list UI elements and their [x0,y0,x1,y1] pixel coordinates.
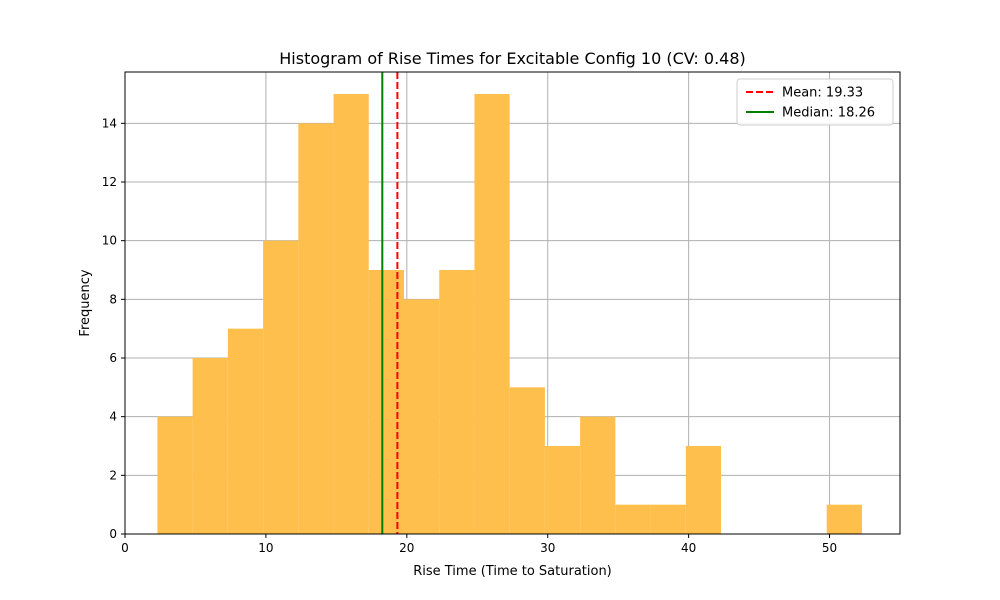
x-tick-label: 50 [822,541,837,555]
histogram-bar [439,270,475,534]
histogram-bar [685,446,722,534]
x-tick-label: 40 [681,541,696,555]
y-tick-label: 14 [102,116,117,130]
y-tick-label: 10 [102,234,117,248]
histogram-bar [826,504,862,534]
y-tick-label: 2 [109,468,117,482]
histogram-bar [544,446,581,534]
x-tick-label: 20 [399,541,414,555]
histogram-bar [650,504,686,534]
histogram-bar [227,328,264,534]
histogram-bars [157,94,862,534]
x-tick-label: 10 [258,541,273,555]
reference-lines [381,72,399,534]
y-tick-label: 12 [102,175,117,189]
histogram-bar [474,94,510,534]
legend: Mean: 19.33 Median: 18.26 [736,78,894,126]
x-axis-label: Rise Time (Time to Saturation) [413,564,612,579]
y-tick-label: 0 [109,527,117,541]
y-tick-label: 4 [109,410,117,424]
histogram-bar [263,240,299,534]
chart-title: Histogram of Rise Times for Excitable Co… [279,49,746,68]
histogram-bar [192,358,228,534]
histogram-bar [368,270,404,534]
histogram-bar [580,416,616,534]
plot-frame [124,71,901,535]
x-tick-label: 0 [121,541,129,555]
histogram-bar [157,416,193,534]
y-tick-label: 6 [109,351,117,365]
histogram-bar [333,94,369,534]
histogram-bar [615,504,651,534]
histogram-bar [509,387,545,534]
y-tick-label: 8 [109,292,117,306]
legend-entry-label: Median: 18.26 [782,106,875,121]
histogram-bar [298,123,334,534]
x-tick-label: 30 [540,541,555,555]
legend-box [736,78,894,126]
y-axis-label: Frequency [78,269,93,336]
legend-entry-label: Mean: 19.33 [782,86,863,101]
histogram-bar [404,299,440,534]
axis-ticks: 0 10 20 30 40 50 0 2 4 6 8 10 12 14 [102,116,837,555]
